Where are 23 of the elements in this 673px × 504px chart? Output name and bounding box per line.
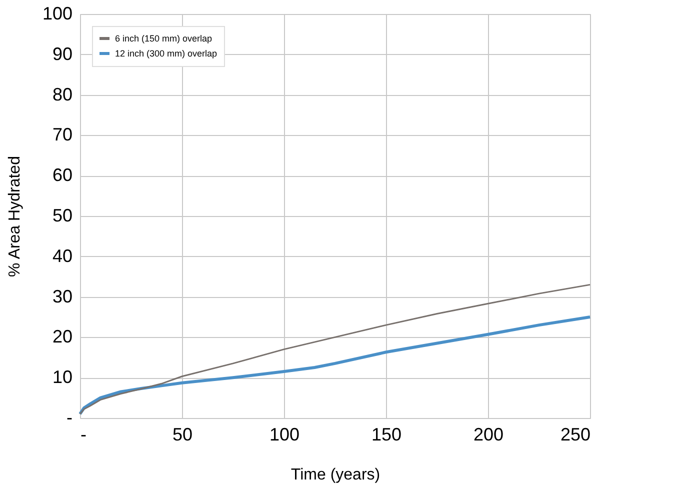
line-series [78,316,592,416]
x-axis-title: Time (years) [290,466,380,484]
y-tick-label: 10 [52,367,72,388]
x-tick-label: 200 [473,424,504,444]
y-tick-label: 50 [52,206,72,226]
y-tick-label: 90 [52,44,72,64]
x-tick-label: 50 [172,424,193,444]
y-tick-label: 60 [52,165,72,186]
y-tick-label: - [66,408,72,428]
y-axis-title: % Area Hydrated [6,156,24,277]
y-tick-label: 20 [52,326,72,347]
y-tick-label: 70 [52,124,72,145]
line-series [79,284,591,415]
y-tick-label: 100 [42,4,72,24]
y-tick-label: 40 [52,246,72,266]
x-tick-label: 250 [560,424,590,444]
x-tick-label: 150 [371,424,402,444]
legend-label: 6 inch (150 mm) overlap [115,34,212,44]
x-tick-label: 100 [269,424,300,444]
legend-label: 12 inch (300 mm) overlap [115,48,218,58]
x-tick-label: - [80,424,86,444]
y-tick-label: 80 [52,84,72,104]
y-tick-label: 30 [52,286,72,306]
